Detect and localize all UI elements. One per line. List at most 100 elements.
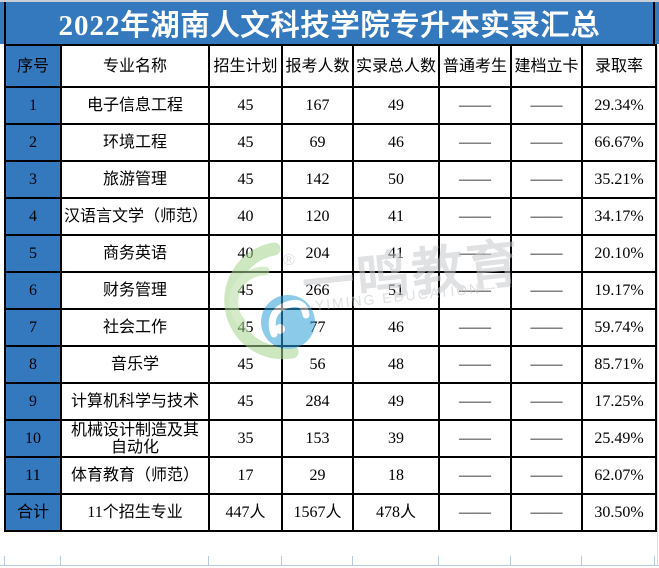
poverty-cell: —— <box>510 345 583 384</box>
grid-tick <box>510 556 511 566</box>
row-index-cell: 1 <box>4 86 62 125</box>
grid-tick <box>581 556 582 566</box>
col-header-regular: 普通考生 <box>438 44 512 88</box>
admitted-cell: 51 <box>352 271 440 310</box>
regular-cell: —— <box>438 271 512 310</box>
regular-cell: —— <box>438 493 512 532</box>
major-name-cell: 汉语言文学（师范） <box>60 197 210 236</box>
plan-cell: 447人 <box>208 493 283 532</box>
col-header-major: 专业名称 <box>60 44 210 88</box>
major-name-cell: 旅游管理 <box>60 160 210 199</box>
admissions-table: 序号 专业名称 招生计划 报考人数 实录总人数 普通考生 建档立卡 录取率 1 … <box>4 44 657 532</box>
rate-cell: 20.10% <box>581 234 657 273</box>
poverty-cell: —— <box>510 234 583 273</box>
poverty-cell: —— <box>510 123 583 162</box>
regular-cell: —— <box>438 234 512 273</box>
table-row: 1 电子信息工程 45 167 49 —— —— 29.34% <box>4 86 657 125</box>
major-name-cell: 计算机科学与技术 <box>60 382 210 421</box>
admitted-cell: 41 <box>352 197 440 236</box>
admitted-cell: 46 <box>352 308 440 347</box>
rate-cell: 59.74% <box>581 308 657 347</box>
poverty-cell: —— <box>510 456 583 495</box>
row-index-cell: 9 <box>4 382 62 421</box>
row-index-cell: 4 <box>4 197 62 236</box>
regular-cell: —— <box>438 419 512 458</box>
rate-cell: 62.07% <box>581 456 657 495</box>
plan-cell: 45 <box>208 123 283 162</box>
regular-cell: —— <box>438 86 512 125</box>
rate-cell: 17.25% <box>581 382 657 421</box>
plan-cell: 35 <box>208 419 283 458</box>
admitted-cell: 39 <box>352 419 440 458</box>
row-index-cell: 合计 <box>4 493 62 532</box>
col-header-poverty: 建档立卡 <box>510 44 583 88</box>
poverty-cell: —— <box>510 308 583 347</box>
major-name-cell: 机械设计制造及其自动化 <box>60 419 210 458</box>
applicants-cell: 1567人 <box>281 493 354 532</box>
poverty-cell: —— <box>510 86 583 125</box>
right-gridline <box>657 46 658 566</box>
plan-cell: 45 <box>208 160 283 199</box>
poverty-cell: —— <box>510 197 583 236</box>
poverty-cell: —— <box>510 419 583 458</box>
applicants-cell: 29 <box>281 456 354 495</box>
plan-cell: 40 <box>208 234 283 273</box>
table-row: 合计 11个招生专业 447人 1567人 478人 —— —— 30.50% <box>4 493 657 532</box>
table-row: 5 商务英语 40 204 41 —— —— 20.10% <box>4 234 657 273</box>
table-row: 11 体育教育（师范） 17 29 18 —— —— 62.07% <box>4 456 657 495</box>
regular-cell: —— <box>438 197 512 236</box>
applicants-cell: 167 <box>281 86 354 125</box>
applicants-cell: 153 <box>281 419 354 458</box>
major-name-cell: 社会工作 <box>60 308 210 347</box>
grid-tick <box>208 556 209 566</box>
admitted-cell: 49 <box>352 86 440 125</box>
plan-cell: 17 <box>208 456 283 495</box>
row-index-cell: 8 <box>4 345 62 384</box>
grid-tick <box>352 556 353 566</box>
regular-cell: —— <box>438 456 512 495</box>
major-name-cell: 11个招生专业 <box>60 493 210 532</box>
table-row: 6 财务管理 45 266 51 —— —— 19.17% <box>4 271 657 310</box>
plan-cell: 45 <box>208 382 283 421</box>
col-header-rate: 录取率 <box>581 44 657 88</box>
applicants-cell: 120 <box>281 197 354 236</box>
title-bar: 2022年湖南人文科技学院专升本实录汇总 <box>0 2 659 44</box>
top-gridline <box>0 0 659 2</box>
regular-cell: —— <box>438 382 512 421</box>
col-header-applicants: 报考人数 <box>281 44 354 88</box>
row-index-cell: 11 <box>4 456 62 495</box>
plan-cell: 45 <box>208 86 283 125</box>
rate-cell: 29.34% <box>581 86 657 125</box>
admitted-cell: 18 <box>352 456 440 495</box>
admitted-cell: 46 <box>352 123 440 162</box>
admitted-cell: 478人 <box>352 493 440 532</box>
applicants-cell: 266 <box>281 271 354 310</box>
grid-tick <box>438 556 439 566</box>
applicants-cell: 69 <box>281 123 354 162</box>
major-name-cell: 体育教育（师范） <box>60 456 210 495</box>
row-index-cell: 5 <box>4 234 62 273</box>
rate-cell: 25.49% <box>581 419 657 458</box>
row-index-cell: 3 <box>4 160 62 199</box>
major-name-cell: 商务英语 <box>60 234 210 273</box>
rate-cell: 35.21% <box>581 160 657 199</box>
page-title: 2022年湖南人文科技学院专升本实录汇总 <box>58 10 601 42</box>
applicants-cell: 142 <box>281 160 354 199</box>
major-name-cell: 财务管理 <box>60 271 210 310</box>
table-row: 2 环境工程 45 69 46 —— —— 66.67% <box>4 123 657 162</box>
admitted-cell: 41 <box>352 234 440 273</box>
table-row: 9 计算机科学与技术 45 284 49 —— —— 17.25% <box>4 382 657 421</box>
rate-cell: 34.17% <box>581 197 657 236</box>
rate-cell: 19.17% <box>581 271 657 310</box>
plan-cell: 45 <box>208 345 283 384</box>
col-header-admitted: 实录总人数 <box>352 44 440 88</box>
rate-cell: 85.71% <box>581 345 657 384</box>
table-row: 4 汉语言文学（师范） 40 120 41 —— —— 34.17% <box>4 197 657 236</box>
major-name-cell: 电子信息工程 <box>60 86 210 125</box>
regular-cell: —— <box>438 123 512 162</box>
table-header-row: 序号 专业名称 招生计划 报考人数 实录总人数 普通考生 建档立卡 录取率 <box>4 44 657 88</box>
major-name-cell: 音乐学 <box>60 345 210 384</box>
row-index-cell: 2 <box>4 123 62 162</box>
plan-cell: 45 <box>208 308 283 347</box>
row-index-cell: 10 <box>4 419 62 458</box>
